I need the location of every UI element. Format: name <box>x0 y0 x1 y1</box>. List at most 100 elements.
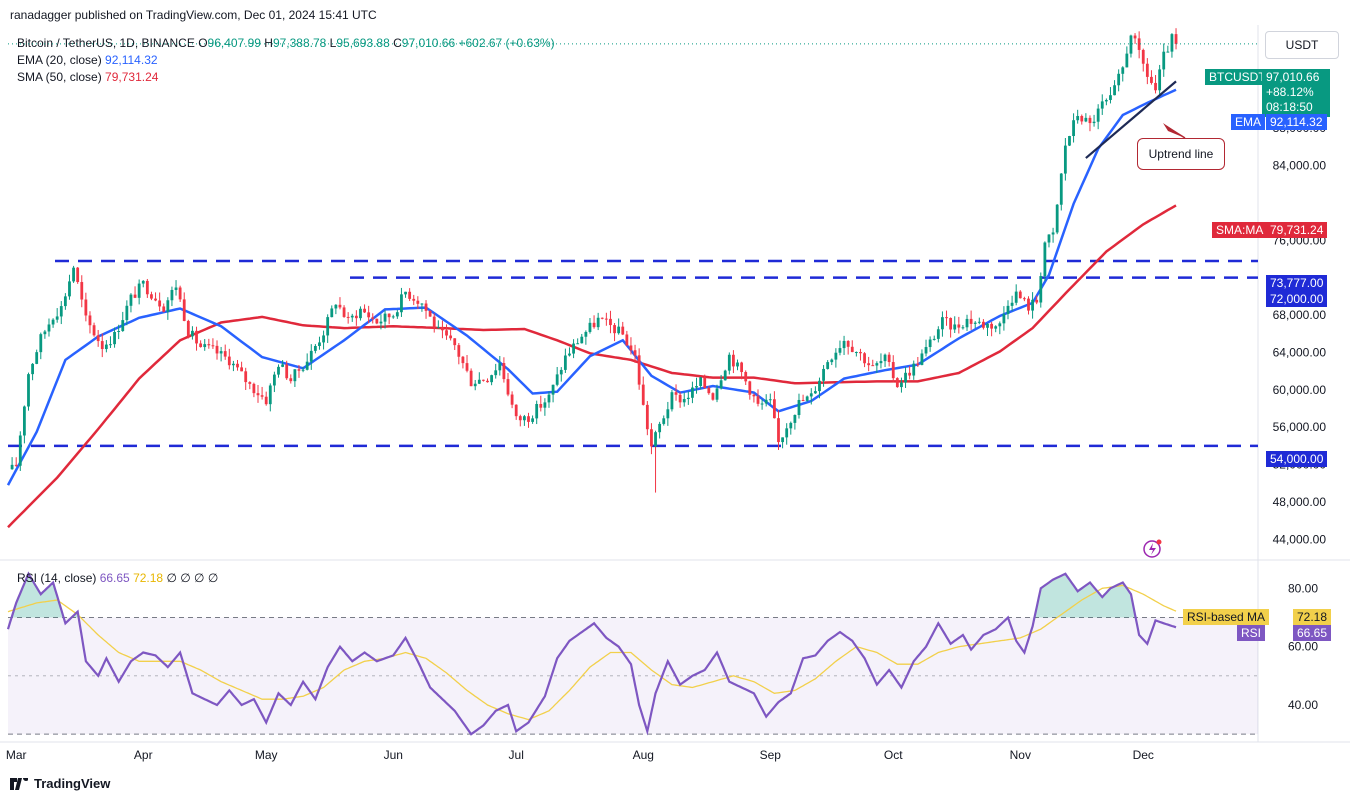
candle-body <box>1076 115 1080 121</box>
candle-body <box>27 374 30 407</box>
candle-body <box>449 335 453 339</box>
price-axis[interactable]: 88,000.0084,000.0076,000.0068,000.0064,0… <box>1273 121 1327 546</box>
candle-body <box>637 355 641 385</box>
candle-body <box>1109 95 1112 100</box>
candle-body <box>223 351 227 357</box>
candle-body <box>1014 291 1018 303</box>
candle-body <box>22 406 26 436</box>
rsi-legend-ma: 72.18 <box>133 571 164 585</box>
time-axis[interactable]: Mar Apr May Jun Jul Aug Sep Oct Nov Dec <box>6 748 1154 762</box>
candle-body <box>699 377 703 387</box>
candle-body <box>121 320 125 332</box>
candle-body <box>63 296 67 307</box>
candle-body <box>711 393 715 400</box>
rsi-legend[interactable]: RSI (14, close) 66.65 72.18 ∅ ∅ ∅ ∅ <box>17 571 218 585</box>
candle-body <box>191 330 194 337</box>
candle-body <box>895 378 899 388</box>
candle-body <box>1031 299 1034 311</box>
candle-body <box>469 370 473 387</box>
candle-body <box>195 330 198 344</box>
candle-body <box>272 374 276 386</box>
candle-body <box>982 321 985 328</box>
candle-body <box>707 387 711 394</box>
level-73777-tag: 73,777.00 <box>1266 275 1328 291</box>
candle-body <box>641 384 645 405</box>
trendline-group[interactable] <box>1085 80 1186 159</box>
candle-body <box>818 380 821 392</box>
candle-body <box>645 404 649 430</box>
candle-body <box>51 319 55 325</box>
candle-body <box>133 294 137 298</box>
candle-body <box>1027 298 1030 311</box>
footer-brand[interactable]: TradingView <box>10 776 110 791</box>
candle-body <box>260 395 264 397</box>
uptrend-callout[interactable]: Uptrend line <box>1137 138 1225 170</box>
candle-body <box>379 321 383 324</box>
candle-body <box>268 385 272 405</box>
time-tick-label: Jul <box>509 748 524 762</box>
candle-body <box>252 383 256 394</box>
legend-ema-value: 92,114.32 <box>105 53 158 67</box>
legend-low-label: L <box>329 36 337 50</box>
candle-body <box>674 392 678 395</box>
candle-body <box>1137 38 1141 50</box>
rsi-axis[interactable]: 80.00 60.00 40.00 <box>1288 581 1318 712</box>
candle-body <box>596 317 600 328</box>
time-tick-label: Aug <box>633 748 654 762</box>
rsi-tick-label: 60.00 <box>1288 640 1318 654</box>
candle-body <box>1084 117 1088 122</box>
candle-body <box>551 384 555 395</box>
uptrend-line[interactable] <box>1085 80 1177 159</box>
ema-line <box>6 88 1177 486</box>
candle-body <box>875 363 879 366</box>
candle-body <box>80 282 84 300</box>
candle-body <box>666 409 670 419</box>
candle-body <box>236 363 239 368</box>
candle-body <box>1006 305 1010 314</box>
candle-body <box>563 355 567 370</box>
legend-ema-row[interactable]: EMA (20, close) 92,114.32 <box>17 52 555 69</box>
candle-body <box>781 437 784 443</box>
rsi-value-tag: 66.65 <box>1293 625 1332 641</box>
candle-body <box>219 351 223 354</box>
candle-body <box>650 429 653 447</box>
candle-body <box>727 354 731 371</box>
candle-body <box>850 346 854 353</box>
candle-body <box>301 369 305 371</box>
candle-body <box>813 391 817 394</box>
candle-body <box>756 396 760 404</box>
candle-body <box>695 386 698 388</box>
candle-body <box>182 299 186 321</box>
candle-body <box>432 316 436 328</box>
candle-body <box>88 315 92 326</box>
candle-body <box>936 329 940 339</box>
candle-body <box>199 343 203 348</box>
sma-line <box>7 204 1177 529</box>
flash-bolt-icon <box>1149 543 1156 555</box>
candle-body <box>535 403 539 419</box>
legend-high: 97,388.78 <box>272 36 327 50</box>
candle-body <box>207 344 211 346</box>
flash-icon[interactable] <box>1143 540 1161 558</box>
candle-body <box>904 372 907 383</box>
candle-body <box>600 317 604 319</box>
candle-body <box>678 394 682 403</box>
candle-body <box>313 346 317 351</box>
candle-body <box>203 344 207 348</box>
legend-sma-row[interactable]: SMA (50, close) 79,731.24 <box>17 69 555 86</box>
candle-body <box>289 378 293 382</box>
candle-body <box>215 345 219 354</box>
candle-body <box>129 294 133 306</box>
candle-body <box>691 387 694 398</box>
legend-symbol[interactable]: Bitcoin / TetherUS, 1D, BINANCE <box>17 36 195 50</box>
price-tick-label: 68,000.00 <box>1273 308 1327 322</box>
candle-body <box>846 340 850 347</box>
candle-body <box>72 267 75 282</box>
candle-body <box>400 294 403 313</box>
candle-body <box>1154 82 1157 91</box>
legend-sma-label: SMA (50, close) <box>17 70 102 84</box>
candle-body <box>338 304 342 308</box>
currency-selector[interactable]: USDT <box>1265 31 1339 59</box>
candle-body <box>928 339 932 348</box>
